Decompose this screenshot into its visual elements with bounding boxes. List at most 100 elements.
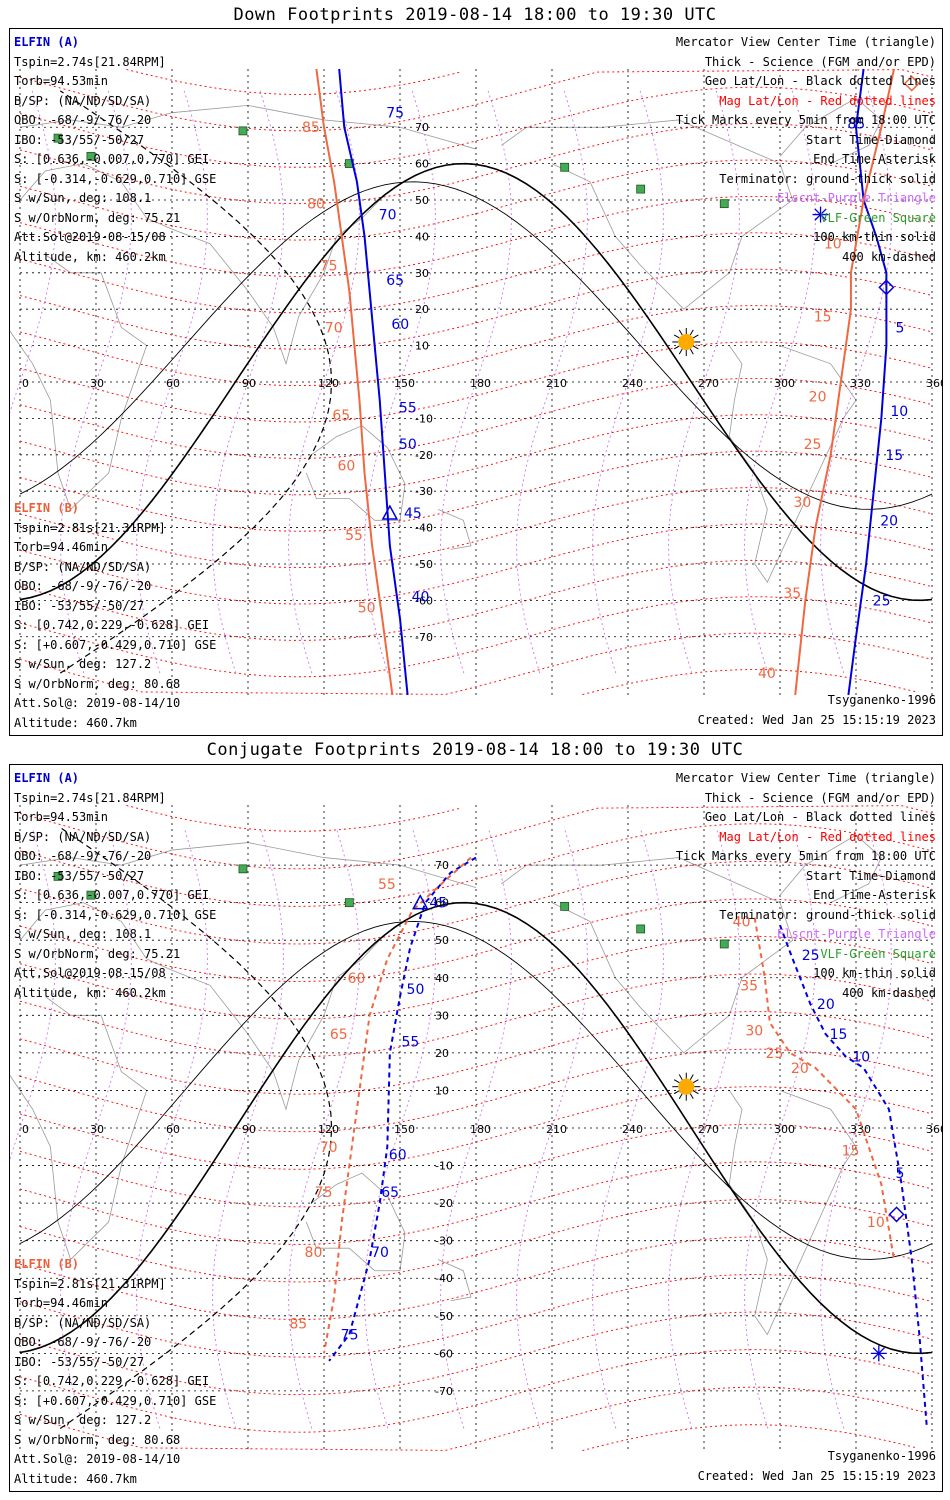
elfin-b-info-line: Att.Sol@: 2019-08-14/10 [14, 696, 181, 710]
conjugate-footprints-panel: 0 30 60 90 120 150 180 210 240 270 300 330 360 70 60 50… [9, 764, 943, 1492]
elfin-b-tick-label: 35 [783, 586, 801, 602]
vlf-station-marker [560, 902, 570, 911]
elfin-a-info-line: S: [-0.314,-0.629,0.710] GSE [14, 907, 217, 922]
elfin-b-tick-label: 30 [793, 495, 811, 511]
elfin-b-tick-label: 80 [307, 197, 325, 213]
elfin-a-info-line: B/SP: (NA/ND/SD/SA) [14, 93, 152, 108]
terminator-ground [19, 162, 933, 602]
elfin-b-tick-label: 10 [867, 1215, 885, 1231]
elfin-b-tick-label: 15 [814, 309, 832, 325]
elfin-b-track-west [315, 68, 394, 696]
elfin-a-tick-label: 10 [852, 1050, 870, 1066]
elfin-a-tick-label: 85 [847, 117, 865, 133]
elfin-b-info-line: S w/Sun, deg: 127.2 [14, 1413, 152, 1427]
lat-tick-label: -20 [435, 1197, 453, 1210]
lat-tick-label: 60 [415, 158, 429, 171]
elfin-b-info-line: S: [0.742,0.229,-0.628] GEI [14, 1374, 210, 1388]
footer: Tsyganenko-1996 Created: Wed Jan 25 15:15… [698, 691, 936, 730]
elfin-b-tick-label: 65 [330, 1027, 348, 1043]
legend-line: Start Time-Diamond [805, 868, 936, 883]
subsolar-point [672, 1072, 701, 1101]
lat-tick-label: -40 [435, 1272, 453, 1285]
axis-labels: 0 30 60 90 120 150 180 210 240 270 300 330 360 70 60 50… [22, 859, 942, 1398]
elfin-b-tick-label: 40 [758, 666, 776, 682]
lon-tick-label: 0 [22, 377, 29, 390]
elfin-a-info-line: Tspin=2.74s[21.84RPM] [14, 790, 166, 805]
elfin-b-info-line: IBO: -53/55/-50/27 [14, 1354, 145, 1369]
elfin-a-tick-label: 60 [389, 1147, 407, 1163]
mag-grid [19, 69, 933, 695]
lon-tick-label: 210 [546, 377, 567, 390]
legend-line: Elscnt-Purple Triangle [777, 927, 936, 941]
elfin-a-tick-label: 40 [412, 590, 430, 606]
elfin-a-tick-label: 20 [817, 997, 835, 1013]
legend-line: Tick Marks every 5min from 18:00 UTC [675, 113, 936, 127]
lat-tick-label: 40 [435, 972, 449, 985]
elfin-a-tick-label: 25 [873, 593, 891, 609]
elfin-a-info-line: S: [0.636,-0.007,0.770] GEI [14, 888, 210, 902]
elfin-a-tick-label: 5 [895, 1166, 904, 1182]
lon-tick-label: 270 [698, 377, 719, 390]
elfin-b-tick-label: 25 [804, 437, 822, 453]
lon-tick-label: 60 [166, 1123, 180, 1136]
elfin-b-tick-label: 65 [332, 408, 350, 424]
elfin-b-track-west [323, 856, 472, 1354]
lat-tick-label: -60 [435, 1347, 453, 1360]
start-time-diamond-b [903, 75, 920, 92]
lon-tick-label: 30 [90, 377, 104, 390]
legend-line: Terminator: ground-thick solid [719, 171, 936, 186]
elfin-a-info-line: S: [0.636,-0.007,0.770] GEI [14, 152, 210, 166]
legend-line: Thick - Science (FGM and/or EPD) [704, 790, 936, 805]
lat-tick-label: -10 [435, 1160, 453, 1173]
lat-tick-label: 10 [435, 1084, 449, 1097]
elfin-a-info-line: Torb=94.53min [14, 810, 108, 824]
lon-tick-label: 30 [90, 1123, 104, 1136]
lat-tick-label: -30 [415, 485, 433, 498]
terminator-100km [19, 921, 933, 1260]
elfin-b-info-line: Att.Sol@: 2019-08-14/10 [14, 1452, 181, 1466]
elfin-b-info-line: S: [+0.607,-0.429,0.710] GSE [14, 637, 217, 652]
created-timestamp: Created: Wed Jan 25 15:15:19 2023 [697, 1468, 936, 1483]
elfin-b-tick-label: 20 [791, 1061, 809, 1077]
lat-tick-label: 30 [415, 267, 429, 280]
elfin-b-tick-label: 70 [325, 320, 343, 336]
elfin-a-track-east [847, 68, 888, 696]
elfin-a-info-line: IBO: -53/55/-50/27 [14, 868, 145, 883]
geo-grid [19, 69, 933, 695]
geo-grid [19, 805, 933, 1451]
lon-tick-label: 90 [242, 1123, 256, 1136]
legend: Mercator View Center Time (triangle) Thic… [676, 33, 936, 267]
lon-tick-label: 120 [318, 1123, 339, 1136]
elfin-b-tick-label: 60 [337, 459, 355, 475]
vlf-station-marker [86, 151, 96, 161]
legend-line: Geo Lat/Lon - Black dotted lines [704, 810, 936, 824]
elfin-b-tick-label: 50 [358, 601, 376, 617]
elfin-a-info-line: IBO: -53/55/-50/27 [14, 132, 145, 147]
elfin-a-tick-label: 55 [399, 400, 417, 416]
legend-line: 100 km-thin solid [813, 966, 936, 980]
created-timestamp: Created: Wed Jan 25 15:15:19 2023 [697, 712, 936, 727]
lon-tick-label: 180 [470, 377, 491, 390]
vlf-station-marker [238, 126, 248, 136]
elfin-a-header: ELFIN (A) [14, 35, 80, 49]
elfin-a-info-line: S w/Sun, deg: 108.1 [14, 191, 152, 205]
elfin-b-info: ELFIN (B) Tspin=2.81s[21.31RPM] Torb=94.46… [14, 1255, 216, 1489]
legend-line: Tick Marks every 5min from 18:00 UTC [675, 849, 936, 863]
elfin-a-tick-label: 60 [391, 317, 409, 333]
elfin-a-tick-label: 10 [890, 404, 908, 420]
lon-tick-label: 300 [774, 1123, 795, 1136]
lat-tick-label: 60 [435, 897, 449, 910]
elfin-b-tick-label: 20 [809, 390, 827, 406]
elfin-b-track-east [753, 917, 895, 1260]
vlf-station-marker [86, 890, 96, 900]
elfin-b-header: ELFIN (B) [14, 1257, 80, 1271]
lon-tick-label: 60 [166, 377, 180, 390]
vlf-station-marker [560, 162, 570, 172]
vlf-station-marker [53, 871, 63, 881]
elfin-a-tick-label: 50 [407, 982, 425, 998]
elfin-b-header: ELFIN (B) [14, 501, 80, 515]
legend-line: 100 km-thin solid [813, 230, 936, 244]
end-time-asterisk [870, 1345, 887, 1362]
start-time-diamond [888, 1206, 905, 1223]
lon-tick-label: 180 [470, 1123, 491, 1136]
